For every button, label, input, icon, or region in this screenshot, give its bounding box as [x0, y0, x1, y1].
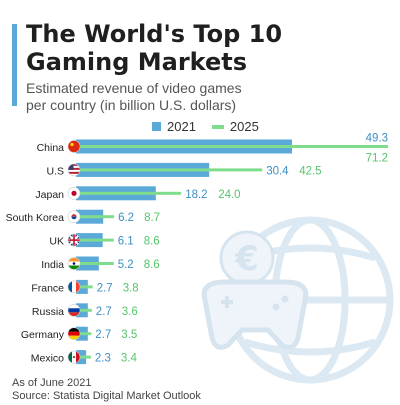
- bar-group-germany: Germany 2.7 3.5: [21, 326, 137, 341]
- bar-2025: [76, 215, 115, 219]
- value-label-2021: 6.2: [118, 212, 134, 224]
- flag-kr-icon: [68, 210, 80, 223]
- bar-2025: [76, 238, 114, 242]
- value-label-2025: 8.6: [144, 236, 160, 248]
- flag-de-icon: [68, 327, 80, 340]
- value-label-2025: 3.8: [123, 282, 139, 294]
- category-label: UK: [49, 236, 64, 248]
- globe-parallel-south: [243, 338, 377, 356]
- value-label-2021: 2.7: [96, 306, 112, 318]
- value-label-2025: 3.4: [121, 353, 138, 365]
- title-line-2: Gaming Markets: [26, 48, 248, 76]
- value-label-2021: 49.3: [366, 133, 388, 145]
- bar-2025: [76, 308, 92, 312]
- bar-2025: [76, 332, 92, 336]
- category-label: Russia: [32, 306, 64, 318]
- bar-2025: [76, 145, 388, 148]
- gamepad-button-a: [281, 295, 289, 303]
- category-label: India: [41, 259, 64, 271]
- bar-group-mexico: Mexico 2.3 3.4: [31, 350, 138, 365]
- bar-2025: [76, 168, 263, 172]
- bar-group-south-korea: South Korea 6.2 8.7: [6, 209, 160, 224]
- title-line-1: The World's Top 10: [26, 20, 283, 48]
- category-label: U.S: [46, 165, 64, 177]
- bar-2025: [76, 191, 182, 195]
- value-label-2025: 24.0: [218, 189, 240, 201]
- chart-legend: 2021 2025: [152, 119, 275, 134]
- value-label-2025: 71.2: [366, 153, 388, 165]
- bar-2025: [76, 262, 114, 265]
- value-label-2025: 8.7: [144, 212, 160, 224]
- flag-in-icon: [68, 257, 80, 270]
- category-label: France: [31, 282, 64, 294]
- flag-mx-icon: [68, 351, 80, 364]
- flag-cn-icon: [68, 140, 80, 153]
- value-label-2021: 6.1: [118, 236, 134, 248]
- bar-group-china: China 49.3 71.2: [37, 133, 388, 165]
- gamepad-icon: [201, 279, 309, 350]
- value-label-2021: 2.3: [95, 353, 111, 365]
- legend-label-2021: 2021: [167, 119, 196, 134]
- gamepad-dpad: [221, 296, 233, 308]
- category-label: Japan: [35, 189, 64, 201]
- value-label-2025: 42.5: [299, 165, 321, 177]
- category-label: South Korea: [6, 212, 65, 224]
- category-label: China: [37, 142, 65, 154]
- subtitle-line-1: Estimated revenue of video games: [26, 80, 242, 96]
- flag-fr-icon: [68, 280, 80, 293]
- chart-footer: As of June 2021 Source: Statista Digital…: [12, 377, 201, 403]
- footer-note: As of June 2021: [12, 377, 92, 389]
- flag-ru-icon: [68, 304, 80, 317]
- bar-2025: [76, 285, 93, 289]
- bar-group-france: France 2.7 3.8: [31, 279, 139, 294]
- background-decoration: €: [201, 216, 394, 384]
- value-label-2021: 2.7: [97, 282, 113, 294]
- chart-title: The World's Top 10 Gaming Markets: [26, 20, 282, 76]
- gamepad-button-b: [272, 303, 280, 311]
- value-label-2025: 8.6: [144, 259, 160, 271]
- legend-swatch-2021: [152, 122, 161, 131]
- bar-group-u-s: U.S 30.4 42.5: [46, 162, 322, 177]
- bar-group-japan: Japan 18.2 24.0: [35, 186, 241, 201]
- value-label-2025: 3.5: [121, 329, 137, 341]
- euro-icon: €: [234, 239, 259, 279]
- flag-uk-icon: [68, 234, 80, 247]
- title-accent-bar: [12, 24, 17, 106]
- gamepad-body: [201, 279, 309, 350]
- bar-2025: [76, 355, 91, 359]
- legend-swatch-2025: [211, 124, 224, 129]
- value-label-2021: 2.7: [95, 329, 111, 341]
- value-label-2021: 5.2: [118, 259, 134, 271]
- flag-us-icon: [68, 163, 80, 176]
- flag-jp-icon: [68, 187, 80, 200]
- category-label: Germany: [21, 329, 65, 341]
- legend-item-2021: 2021: [152, 119, 196, 134]
- value-label-2021: 18.2: [185, 189, 207, 201]
- category-label: Mexico: [31, 353, 64, 365]
- value-label-2021: 30.4: [266, 165, 289, 177]
- footer-source: Source: Statista Digital Market Outlook: [12, 390, 201, 402]
- bar-group-uk: UK 6.1 8.6: [49, 233, 160, 248]
- legend-label-2025: 2025: [229, 119, 259, 134]
- value-label-2025: 3.6: [122, 306, 138, 318]
- legend-item-2025: 2025: [211, 119, 259, 134]
- bar-group-russia: Russia 2.7 3.6: [32, 303, 138, 318]
- bar-group-india: India 5.2 8.6: [41, 256, 160, 271]
- chart-subtitle: Estimated revenue of video games per cou…: [26, 80, 242, 114]
- subtitle-line-2: per country (in billion U.S. dollars): [26, 97, 237, 113]
